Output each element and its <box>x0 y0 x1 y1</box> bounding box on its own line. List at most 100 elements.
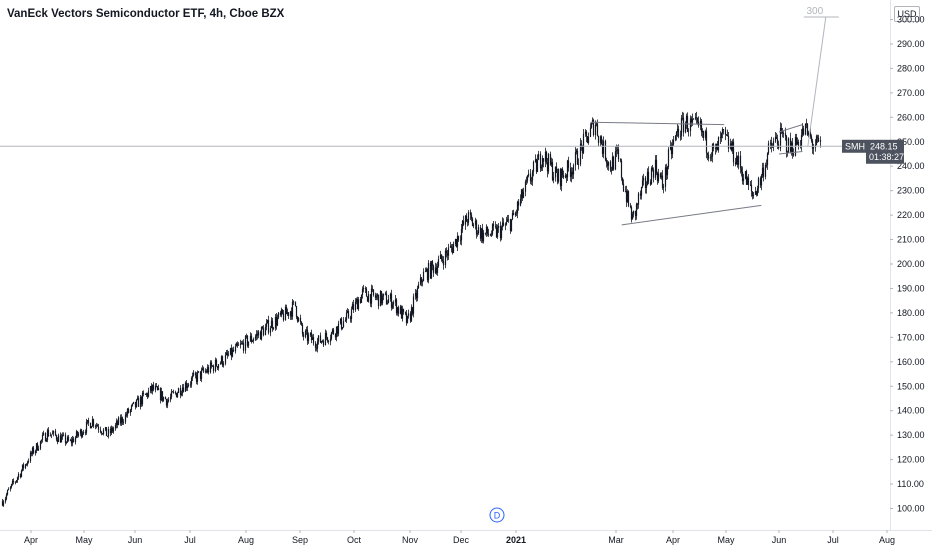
candle-body <box>495 226 498 237</box>
candle-body <box>66 437 69 442</box>
candle <box>335 326 338 342</box>
candle <box>396 306 399 316</box>
candle <box>702 130 705 141</box>
candle <box>354 298 357 312</box>
candle <box>639 190 642 200</box>
candle-body <box>556 173 559 182</box>
candle-body <box>117 417 120 425</box>
candle <box>284 304 287 321</box>
candle-body <box>706 152 709 155</box>
candle-body <box>400 306 403 319</box>
candle-body <box>306 329 309 342</box>
candle-body <box>470 214 473 219</box>
candle-body <box>530 180 533 182</box>
candle <box>436 261 439 276</box>
candle-body <box>381 296 384 304</box>
candle <box>782 131 785 138</box>
candle-body <box>5 494 8 499</box>
candle <box>475 219 478 239</box>
candle <box>170 388 173 400</box>
candle <box>606 160 609 170</box>
candle-body <box>624 191 627 192</box>
candle <box>54 428 57 437</box>
candle-body <box>56 439 59 443</box>
candle-body <box>15 480 18 483</box>
candle-body <box>681 117 684 119</box>
candle-body <box>286 312 289 315</box>
candle-body <box>802 128 805 135</box>
candle <box>741 166 744 185</box>
candle-body <box>139 397 142 407</box>
candle <box>369 293 372 307</box>
candle-body <box>695 117 698 119</box>
candle-body <box>484 232 487 234</box>
candle-body <box>199 371 202 379</box>
candle-body <box>451 247 454 253</box>
candle-body <box>11 480 14 485</box>
candle-body <box>714 148 717 149</box>
candle-body <box>429 262 432 278</box>
candle <box>680 114 683 140</box>
currency-selector[interactable]: USD <box>894 6 920 22</box>
candle-body <box>590 123 593 128</box>
candle-body <box>91 419 94 427</box>
candle <box>30 451 33 457</box>
candle <box>446 249 449 261</box>
candle-body <box>284 306 287 321</box>
candle <box>339 318 342 325</box>
candle <box>669 140 672 151</box>
candle-body <box>162 397 165 401</box>
candle-body <box>152 384 155 390</box>
candle-body <box>289 311 292 317</box>
candle-body <box>752 194 755 196</box>
candle-body <box>684 123 687 133</box>
candle-body <box>209 362 212 373</box>
candle-body <box>479 227 482 239</box>
candle-body <box>554 166 557 178</box>
candle-body <box>80 429 83 437</box>
candle-body <box>722 129 725 130</box>
candle <box>297 316 300 323</box>
candle <box>674 134 677 142</box>
candle-body <box>486 226 489 234</box>
candle <box>226 349 229 359</box>
candle <box>277 311 280 320</box>
candle-body <box>256 333 259 336</box>
candle <box>577 158 580 170</box>
y-tick-label: 130.00 <box>897 430 925 440</box>
candle-body <box>662 186 665 188</box>
candle-body <box>507 219 510 221</box>
candle <box>230 344 233 361</box>
candle <box>287 311 290 319</box>
candle-body <box>736 156 739 165</box>
candle-body <box>704 131 707 138</box>
candle-body <box>206 367 209 373</box>
candle-body <box>506 219 509 222</box>
candle <box>15 479 18 483</box>
candle <box>75 429 78 439</box>
candle <box>562 170 565 180</box>
candle <box>336 326 339 337</box>
candle-body <box>446 253 449 256</box>
candle-body <box>626 191 629 202</box>
candle <box>757 176 760 193</box>
candle-body <box>572 165 575 175</box>
candle <box>684 121 687 134</box>
candle-body <box>196 372 199 382</box>
event-marker[interactable]: D <box>489 507 505 523</box>
candle <box>487 228 490 237</box>
x-tick-label: Apr <box>666 535 680 545</box>
candle-body <box>574 152 577 166</box>
candle <box>550 157 553 168</box>
candle-body <box>327 341 330 342</box>
candle <box>351 301 354 310</box>
y-tick-label: 200.00 <box>897 259 925 269</box>
candle <box>762 162 765 182</box>
candle-body <box>487 233 490 235</box>
candle-body <box>819 140 822 142</box>
candle <box>449 241 452 249</box>
candle <box>390 289 393 311</box>
candle-body <box>240 343 243 344</box>
candle <box>214 357 217 373</box>
